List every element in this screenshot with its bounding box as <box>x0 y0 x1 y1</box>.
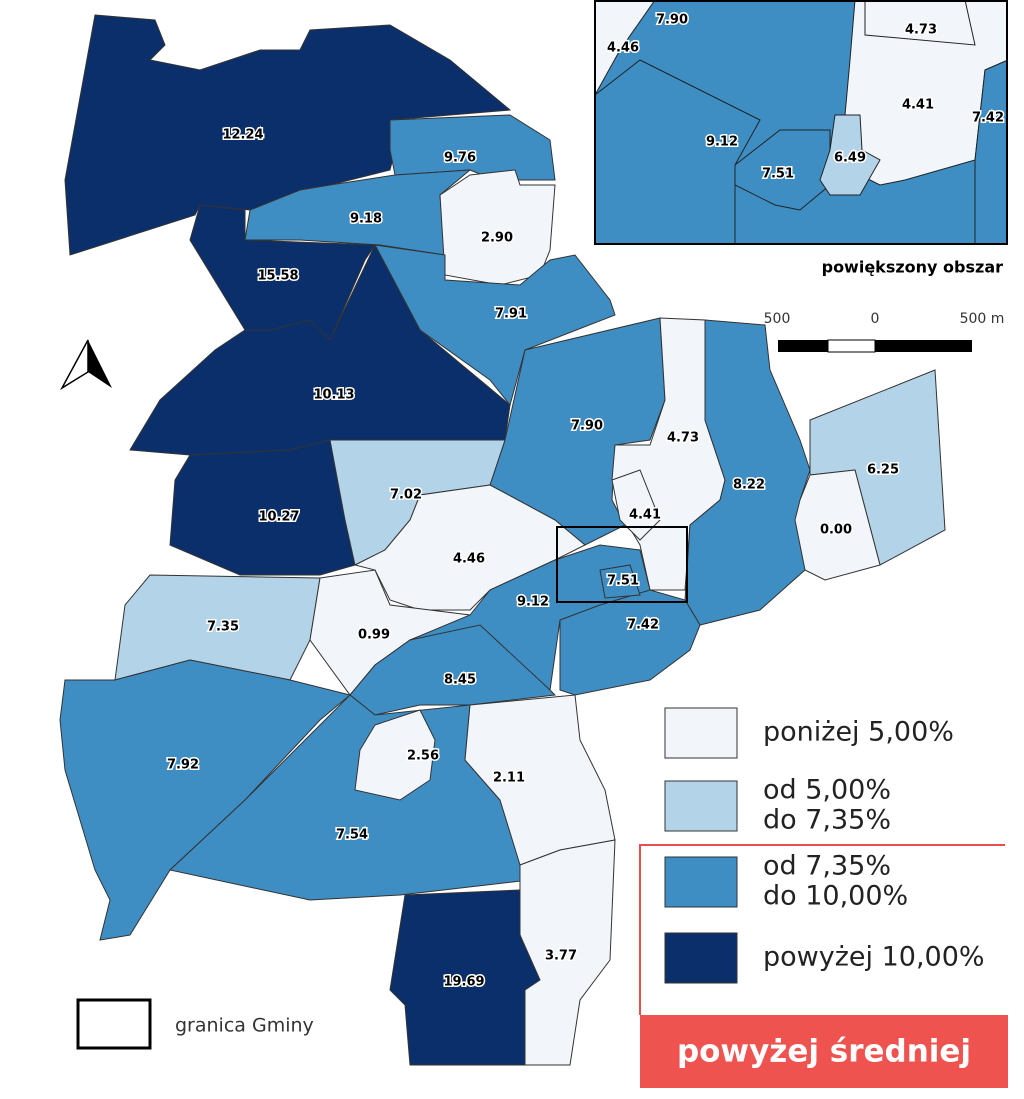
scale-bar <box>827 339 876 353</box>
region-label: 3.77 <box>545 949 577 964</box>
region <box>169 439 356 576</box>
inset-region <box>595 0 656 97</box>
highlight-label: powyżej średniej <box>677 1034 971 1070</box>
highlight-frame <box>639 844 1005 1015</box>
inset-label: 4.46 <box>607 41 639 56</box>
region-label: 19.69 <box>443 975 484 990</box>
inset-label: 9.12 <box>706 135 738 150</box>
scale-bar <box>875 340 972 352</box>
inset-region <box>974 59 1008 245</box>
region-label: 8.45 <box>444 673 476 688</box>
region-label: 7.92 <box>167 758 199 773</box>
inset-title: powiększony obszar <box>822 258 1004 277</box>
region-label: 10.13 <box>313 388 354 403</box>
region-label: 0.99 <box>358 628 390 643</box>
region-label: 7.90 <box>571 419 603 434</box>
legend-label: od 5,00% <box>763 775 891 806</box>
region-label: 2.56 <box>407 749 439 764</box>
legend: poniżej 5,00% od 5,00%do 7,35% od 7,35%do … <box>664 707 985 984</box>
inset-frame <box>594 0 1008 245</box>
north-arrow <box>60 339 89 391</box>
legend-swatch <box>664 856 738 908</box>
region-label: 7.91 <box>495 307 527 322</box>
region-label: 2.90 <box>481 231 513 246</box>
region-label: 9.76 <box>444 151 476 166</box>
legend-swatch <box>664 780 738 832</box>
region-label: 2.11 <box>493 771 525 786</box>
inset-region <box>734 129 831 211</box>
region-label: 4.41 <box>629 508 661 523</box>
inset-label: 7.42 <box>972 111 1004 126</box>
inset-region <box>864 0 976 46</box>
region <box>684 319 811 626</box>
scale-label: 500 m <box>960 311 1005 327</box>
inset-label: 7.51 <box>762 167 794 182</box>
region-label: 12.24 <box>222 128 263 143</box>
inset-region <box>819 114 881 196</box>
region-label: 6.25 <box>867 463 899 478</box>
region <box>611 469 661 541</box>
region <box>794 469 881 581</box>
legend-swatch <box>664 707 738 759</box>
region <box>389 889 541 1066</box>
region <box>599 564 641 599</box>
scale-label: 500 <box>764 311 791 327</box>
region <box>374 244 616 407</box>
scale-label: 0 <box>871 311 880 327</box>
region <box>64 14 512 256</box>
legend-label: do 7,35% <box>763 805 891 836</box>
region-label: 10.27 <box>258 510 299 525</box>
legend-label: poniżej 5,00% <box>763 717 954 748</box>
region-label: 15.58 <box>257 269 298 284</box>
region-label: 8.22 <box>733 478 765 493</box>
region <box>389 114 556 181</box>
region-label: 7.02 <box>390 488 422 503</box>
region-label: 4.73 <box>667 431 699 446</box>
region <box>354 709 436 801</box>
region-label: 7.54 <box>336 828 368 843</box>
region-label: 7.35 <box>207 620 239 635</box>
region-label: 9.12 <box>517 595 549 610</box>
boundary-swatch <box>76 998 152 1050</box>
inset-label: 7.90 <box>656 13 688 28</box>
regions <box>59 14 946 1066</box>
region-label: 9.18 <box>350 212 382 227</box>
legend-label: do 10,00% <box>763 881 908 912</box>
legend-label: powyżej 10,00% <box>763 942 985 973</box>
region-label: 0.00 <box>820 523 852 538</box>
region-label: 7.51 <box>607 574 639 589</box>
inset-map: 7.90 4.46 4.41 4.73 7.42 9.12 7.51 6.49 <box>595 0 1008 245</box>
inset-label: 4.73 <box>905 23 937 38</box>
region <box>349 624 557 716</box>
north-arrow <box>88 340 112 388</box>
region-labels: 12.24 9.76 9.18 2.90 15.58 7.91 10.13 7.90 4.73 8… <box>165 126 900 991</box>
region-label: 4.46 <box>453 552 485 567</box>
highlight-banner <box>640 1015 1008 1088</box>
region <box>439 169 556 286</box>
inset-label: 6.49 <box>834 151 866 166</box>
boundary-label: granica Gminy <box>175 1015 314 1037</box>
region-label: 7.42 <box>627 618 659 633</box>
legend-swatch <box>664 932 738 984</box>
zoom-frame <box>556 526 688 603</box>
inset-region <box>834 0 1008 186</box>
legend-label: od 7,35% <box>763 851 891 882</box>
region <box>559 589 701 696</box>
scale-bar <box>778 340 828 352</box>
inset-label: 4.41 <box>902 98 934 113</box>
region <box>353 484 586 611</box>
